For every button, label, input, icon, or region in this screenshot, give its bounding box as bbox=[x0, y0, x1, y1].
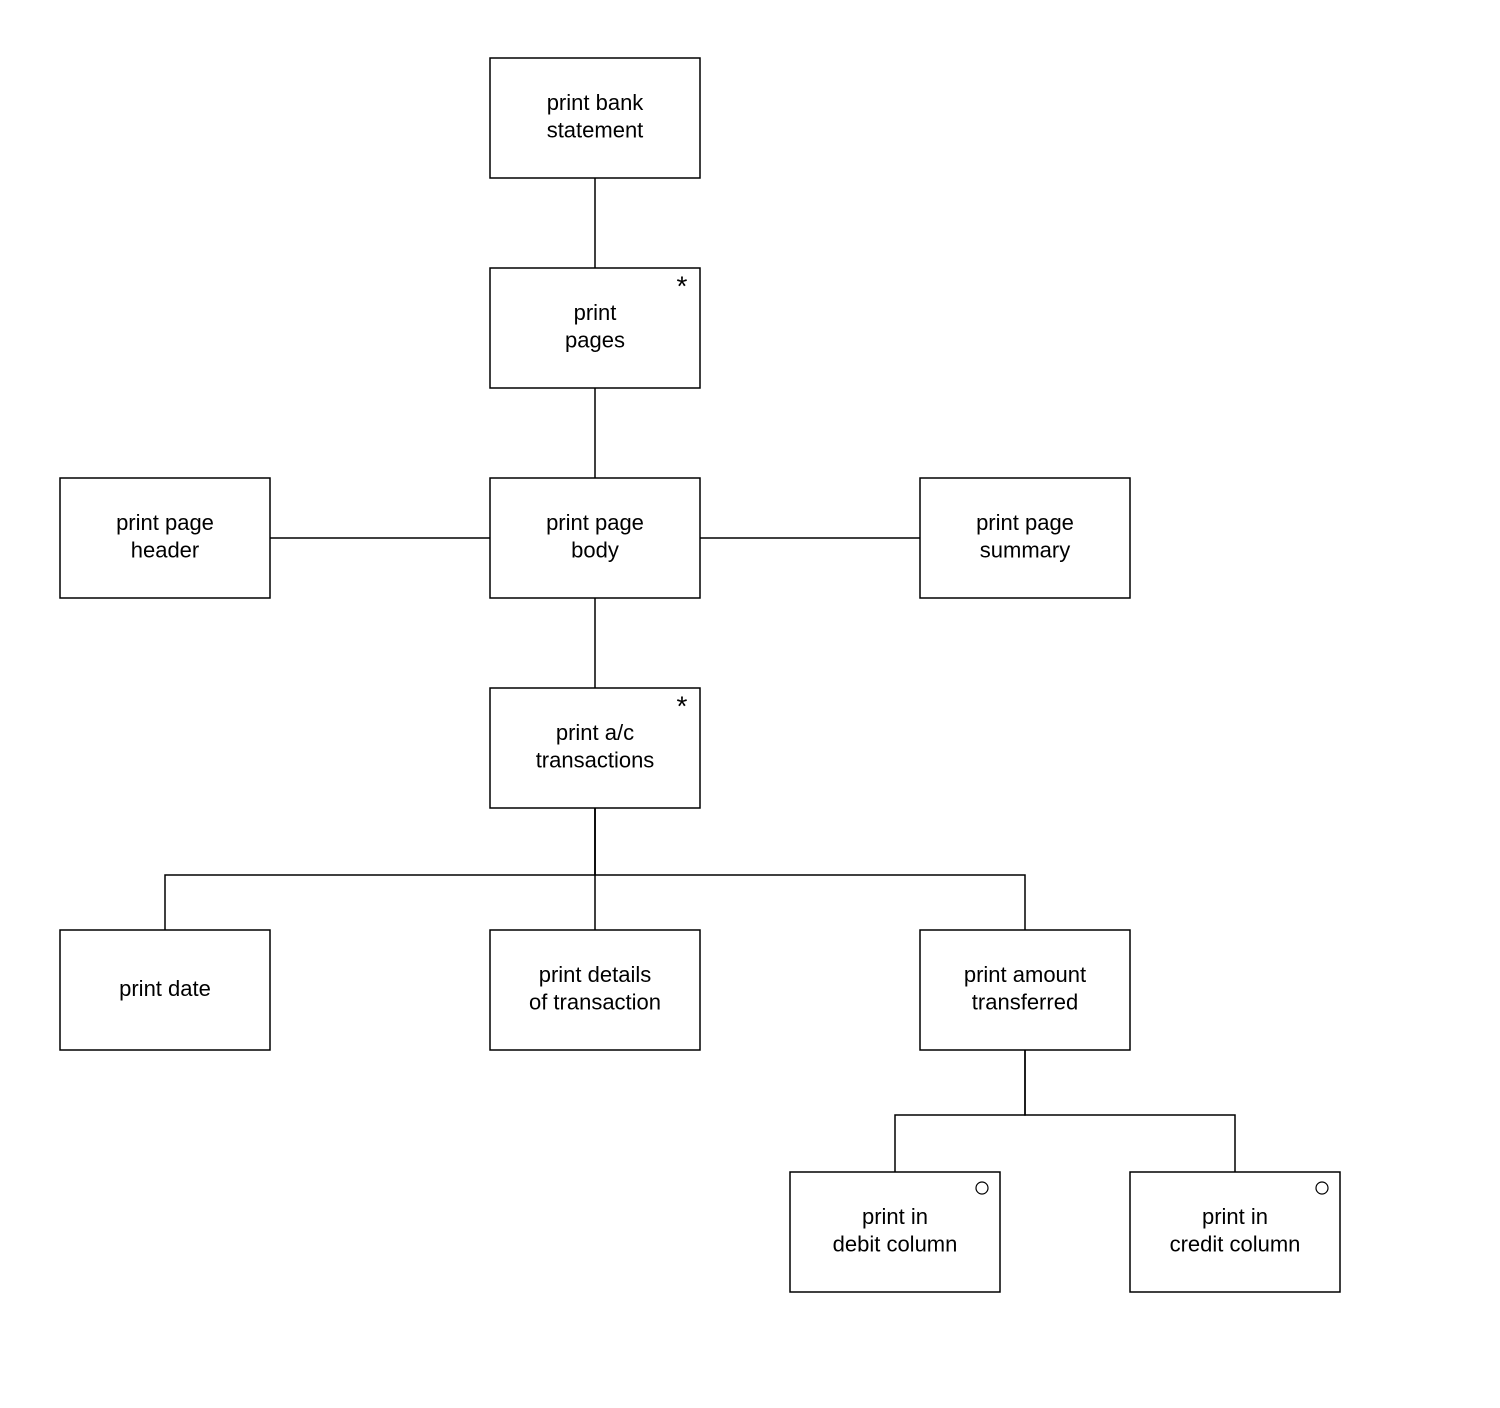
node-page_body: print page body bbox=[490, 478, 700, 598]
node-credit_column: print in credit column bbox=[1130, 1172, 1340, 1292]
node-debit_column-label: debit column bbox=[833, 1232, 958, 1257]
node-print_date-label: print date bbox=[119, 976, 211, 1001]
node-page_header: print page header bbox=[60, 478, 270, 598]
node-page_header-label: header bbox=[131, 538, 200, 563]
nodes-layer: print bank statement * print pages print page… bbox=[60, 58, 1340, 1292]
edge-amount_transferred-credit_column bbox=[1025, 1050, 1235, 1172]
node-print_details-label: of transaction bbox=[529, 990, 661, 1015]
node-debit_column-label: print in bbox=[862, 1204, 928, 1229]
edge-amount_transferred-debit_column bbox=[895, 1050, 1025, 1172]
node-page_summary-label: print page bbox=[976, 510, 1074, 535]
node-page_body-label: body bbox=[571, 538, 619, 563]
node-page_body-label: print page bbox=[546, 510, 644, 535]
selection-marker-icon bbox=[976, 1182, 988, 1194]
iteration-marker-icon: * bbox=[677, 690, 688, 721]
node-credit_column-label: credit column bbox=[1170, 1232, 1301, 1257]
node-amount_transferred-label: transferred bbox=[972, 990, 1078, 1015]
node-bank_statement-label: print bank bbox=[547, 90, 645, 115]
node-page_header-label: print page bbox=[116, 510, 214, 535]
node-amount_transferred-label: print amount bbox=[964, 962, 1086, 987]
node-ac_transactions-label: transactions bbox=[536, 748, 655, 773]
node-print_pages: * print pages bbox=[490, 268, 700, 388]
iteration-marker-icon: * bbox=[677, 270, 688, 301]
node-print_details-label: print details bbox=[539, 962, 652, 987]
node-print_details: print details of transaction bbox=[490, 930, 700, 1050]
node-page_summary: print page summary bbox=[920, 478, 1130, 598]
node-bank_statement: print bank statement bbox=[490, 58, 700, 178]
node-credit_column-label: print in bbox=[1202, 1204, 1268, 1229]
node-amount_transferred: print amount transferred bbox=[920, 930, 1130, 1050]
node-ac_transactions: * print a/c transactions bbox=[490, 688, 700, 808]
node-print_pages-label: print bbox=[574, 300, 617, 325]
node-page_summary-label: summary bbox=[980, 538, 1070, 563]
node-print_date: print date bbox=[60, 930, 270, 1050]
node-print_pages-label: pages bbox=[565, 328, 625, 353]
selection-marker-icon bbox=[1316, 1182, 1328, 1194]
jackson-structure-diagram: print bank statement * print pages print page… bbox=[0, 0, 1500, 1408]
node-ac_transactions-label: print a/c bbox=[556, 720, 634, 745]
node-bank_statement-label: statement bbox=[547, 118, 644, 143]
node-debit_column: print in debit column bbox=[790, 1172, 1000, 1292]
edge-ac_transactions-print_date bbox=[165, 808, 595, 930]
edge-ac_transactions-amount_transferred bbox=[595, 808, 1025, 930]
